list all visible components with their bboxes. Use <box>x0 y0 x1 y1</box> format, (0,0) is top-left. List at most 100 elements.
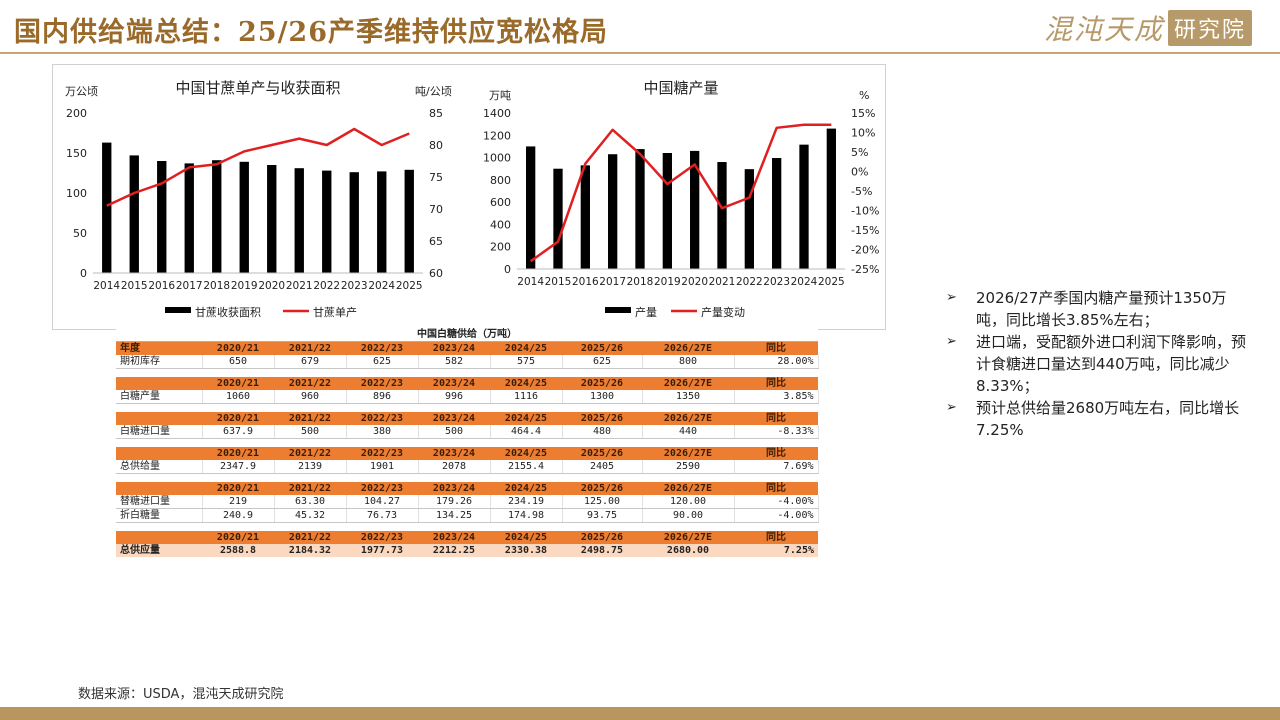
series-line <box>529 123 832 263</box>
bar <box>662 153 672 269</box>
table-cell: 2021/22 <box>274 377 346 390</box>
bullet-text: 进口端，受配额外进口利润下降影响，预计食糖进口量达到440万吨，同比减少8.33… <box>976 333 1247 395</box>
table-row: 期初库存 650 679 625 582 575 625 800 28.00% <box>116 355 819 369</box>
table-cell: 2024/25 <box>490 377 562 390</box>
y-axis-unit-right: % <box>859 89 869 102</box>
table-cell: -4.00% <box>734 495 819 509</box>
table-cell: 2022/23 <box>346 412 418 425</box>
y-tick-label-right: 0% <box>851 166 868 179</box>
table-cell: 2023/24 <box>418 377 490 390</box>
bar <box>212 160 222 273</box>
x-tick-label: 2015 <box>121 280 148 292</box>
y-tick-label-left: 400 <box>490 218 511 231</box>
bar <box>526 146 536 269</box>
table-cell: 白糖产量 <box>116 390 203 404</box>
table-cell: 90.00 <box>642 508 735 523</box>
legend-label-line: 甘蔗单产 <box>313 305 357 319</box>
supply-table: 中国白糖供给（万吨） 年度 2020/21 2021/22 2022/23 2023/24… <box>116 328 819 557</box>
table-cell: 2026/27E <box>642 531 734 544</box>
table-cell: 2025/26 <box>562 412 642 425</box>
y-tick-label-left: 150 <box>66 147 87 160</box>
table-cell: 2022/23 <box>346 482 418 495</box>
table-cell: 2498.75 <box>562 544 642 557</box>
x-tick-label: 2023 <box>763 276 790 288</box>
table-cell: 2023/24 <box>418 341 490 355</box>
x-tick-label: 2024 <box>791 276 818 288</box>
table-cell: 总供给量 <box>116 460 203 474</box>
x-tick-label: 2025 <box>818 276 845 288</box>
charts-panel: 中国甘蔗单产与收获面积 万公顷 吨/公顷 0 50 100 150 200 60 65 70 75 80… <box>52 64 886 330</box>
y-tick-label-right: -5% <box>851 185 872 198</box>
table-cell: 625 <box>346 355 419 369</box>
table-cell: -8.33% <box>734 425 819 439</box>
table-cell: 2023/24 <box>418 447 490 460</box>
bar <box>239 161 249 273</box>
title-divider <box>0 52 1280 54</box>
table-cell: 2022/23 <box>346 447 418 460</box>
table-cell: 240.9 <box>202 508 275 523</box>
legend-label-line: 产量变动 <box>701 305 745 319</box>
y-tick-label-right: 70 <box>429 203 443 216</box>
table-cell: 同比 <box>734 341 818 355</box>
table-cell: 2155.4 <box>490 460 563 474</box>
x-tick-label: 2023 <box>341 280 368 292</box>
table-cell: 2024/25 <box>490 447 562 460</box>
bar <box>772 158 782 269</box>
legend-label-bar: 产量 <box>635 305 657 319</box>
table-cell: 总供应量 <box>116 544 202 557</box>
bar <box>635 149 645 269</box>
table-cell: 650 <box>202 355 275 369</box>
table-cell: 2024/25 <box>490 531 562 544</box>
chart-title: 中国甘蔗单产与收获面积 <box>175 79 340 97</box>
table-header-row: 2020/21 2021/22 2022/23 2023/24 2024/25 2025/… <box>116 447 818 460</box>
table-cell: 2024/25 <box>490 412 562 425</box>
y-axis-unit-left: 万公顷 <box>65 85 98 98</box>
x-tick-label: 2014 <box>93 280 120 292</box>
table-cell: 76.73 <box>346 508 419 523</box>
table-header-row: 2020/21 2021/22 2022/23 2023/24 2024/25 2025/… <box>116 531 818 544</box>
x-tick-label: 2020 <box>681 276 708 288</box>
x-tick-label: 2021 <box>709 276 736 288</box>
y-tick-label-right: 15% <box>851 107 875 120</box>
table-cell: 134.25 <box>418 508 491 523</box>
table-cell: 380 <box>346 425 419 439</box>
bar <box>267 165 277 273</box>
table-cell: 2023/24 <box>418 412 490 425</box>
table-cell: 2021/22 <box>274 531 346 544</box>
y-tick-label-right: -25% <box>851 263 879 276</box>
bar <box>404 169 414 273</box>
table-cell: 125.00 <box>562 495 643 509</box>
y-tick-label-right: 80 <box>429 139 443 152</box>
table-cell: 575 <box>490 355 563 369</box>
table-cell: 1060 <box>202 390 275 404</box>
page-title: 国内供给端总结：25/26产季维持供应宽松格局 <box>14 17 609 48</box>
bar <box>294 168 304 273</box>
bar <box>184 163 194 273</box>
footer-bar <box>0 707 1280 720</box>
x-tick-label: 2017 <box>176 280 203 292</box>
y-tick-label-left: 1200 <box>483 129 511 142</box>
x-tick-label: 2016 <box>148 280 175 292</box>
table-cell: 104.27 <box>346 495 419 509</box>
bar <box>717 162 727 269</box>
bar <box>349 172 359 273</box>
table-cell: 2025/26 <box>562 531 642 544</box>
x-tick-label: 2019 <box>654 276 681 288</box>
series-line <box>106 127 410 207</box>
table-title-row: 中国白糖供给（万吨） <box>116 328 818 342</box>
summary-bullets: ➢ 2026/27产季国内糖产量预计1350万吨，同比增长3.85%左右； ➢ 进口端… <box>946 287 1246 441</box>
table-cell: 2184.32 <box>274 544 346 557</box>
table-cell: 同比 <box>734 447 818 460</box>
table-cell: 1977.73 <box>346 544 418 557</box>
bar <box>744 169 754 269</box>
y-tick-label-left: 800 <box>490 174 511 187</box>
bullet-item: ➢ 2026/27产季国内糖产量预计1350万吨，同比增长3.85%左右； <box>946 287 1246 331</box>
table-cell: 120.00 <box>642 495 735 509</box>
table-cell: 2078 <box>418 460 491 474</box>
bar <box>690 150 700 269</box>
table-cell: 年度 <box>116 341 202 355</box>
table-cell: 637.9 <box>202 425 275 439</box>
chart-title: 中国糖产量 <box>643 79 718 97</box>
table-cell: 464.4 <box>490 425 563 439</box>
bar <box>580 165 590 269</box>
